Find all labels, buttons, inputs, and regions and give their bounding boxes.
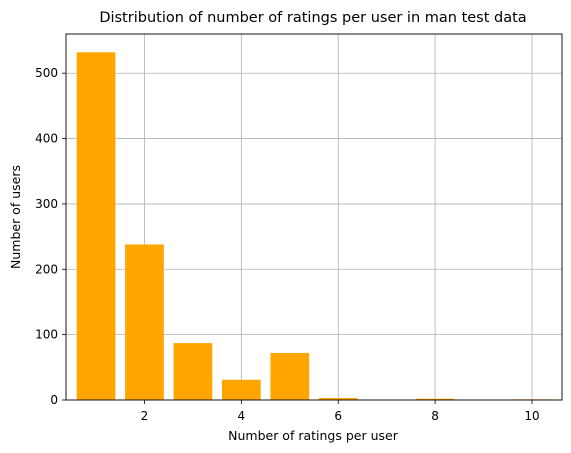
x-tick-label: 2 — [141, 409, 149, 423]
y-tick-label: 200 — [35, 262, 58, 276]
chart-title: Distribution of number of ratings per us… — [99, 10, 526, 26]
bar — [174, 343, 213, 400]
bar — [77, 52, 116, 400]
x-tick-label: 4 — [238, 409, 246, 423]
x-tick-label: 6 — [334, 409, 342, 423]
y-tick-label: 0 — [50, 393, 58, 407]
bar — [222, 380, 261, 400]
y-tick-label: 500 — [35, 66, 58, 80]
y-axis-ticks: 0 100 200 300 400 500 — [35, 66, 66, 407]
y-axis-label: Number of users — [8, 165, 23, 269]
x-axis-ticks: 2 4 6 8 10 — [141, 400, 540, 423]
y-tick-label: 100 — [35, 328, 58, 342]
bar — [125, 244, 164, 400]
x-tick-label: 8 — [431, 409, 439, 423]
bars — [77, 52, 552, 400]
x-axis-label: Number of ratings per user — [228, 428, 399, 443]
x-tick-label: 10 — [524, 409, 539, 423]
bar — [270, 353, 309, 400]
y-tick-label: 400 — [35, 132, 58, 146]
y-tick-label: 300 — [35, 197, 58, 211]
